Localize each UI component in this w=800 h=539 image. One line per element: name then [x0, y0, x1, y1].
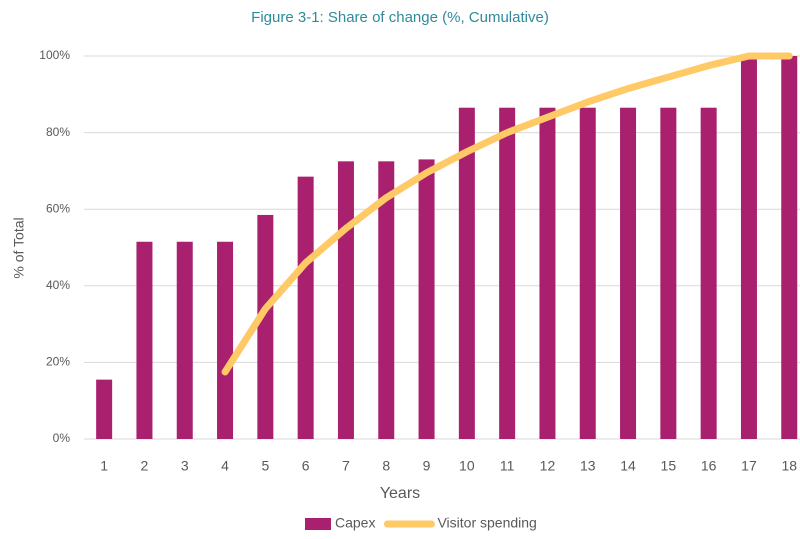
- x-axis-title: Years: [380, 485, 420, 502]
- bar: [217, 241, 234, 439]
- legend-label: Visitor spending: [437, 515, 536, 531]
- x-tick-label: 10: [459, 458, 475, 474]
- x-tick-label: 9: [423, 458, 431, 474]
- chart-title: Figure 3-1: Share of change (%, Cumulati…: [251, 9, 549, 26]
- x-tick-label: 2: [141, 458, 149, 474]
- x-tick-label: 8: [382, 458, 390, 474]
- bar: [579, 107, 596, 439]
- bar: [96, 379, 113, 439]
- x-tick-label: 6: [302, 458, 310, 474]
- bar: [499, 107, 516, 439]
- y-tick-label: 80%: [46, 125, 70, 139]
- bar: [257, 214, 274, 439]
- x-tick-label: 16: [701, 458, 717, 474]
- x-tick-label: 13: [580, 458, 596, 474]
- bar: [297, 176, 314, 439]
- legend-label: Capex: [335, 515, 375, 531]
- x-tick-label: 12: [540, 458, 556, 474]
- x-tick-label: 14: [620, 458, 636, 474]
- x-tick-label: 17: [741, 458, 757, 474]
- bar: [740, 56, 757, 439]
- bar: [620, 107, 637, 439]
- bar: [660, 107, 677, 439]
- bar: [781, 56, 798, 439]
- y-tick-label: 100%: [39, 48, 70, 62]
- y-axis-title: % of Total: [11, 217, 27, 278]
- line: [221, 52, 793, 376]
- bar: [418, 159, 435, 439]
- bar: [378, 161, 395, 439]
- bar: [700, 107, 717, 439]
- legend-swatch: [305, 518, 331, 530]
- x-tick-label: 18: [781, 458, 797, 474]
- x-tick-label: 11: [500, 458, 515, 474]
- bar: [458, 107, 475, 439]
- x-tick-label: 15: [661, 458, 677, 474]
- bar: [136, 241, 153, 439]
- x-tick-label: 4: [221, 458, 229, 474]
- y-tick-label: 0%: [53, 431, 71, 445]
- y-tick-label: 40%: [46, 278, 70, 292]
- x-tick-label: 3: [181, 458, 189, 474]
- x-tick-label: 1: [100, 458, 108, 474]
- x-tick-label: 7: [342, 458, 350, 474]
- bar: [176, 241, 193, 439]
- x-tick-label: 5: [261, 458, 269, 474]
- y-tick-label: 20%: [46, 355, 70, 369]
- bar: [539, 107, 556, 439]
- bar: [337, 161, 354, 439]
- y-tick-label: 60%: [46, 201, 70, 215]
